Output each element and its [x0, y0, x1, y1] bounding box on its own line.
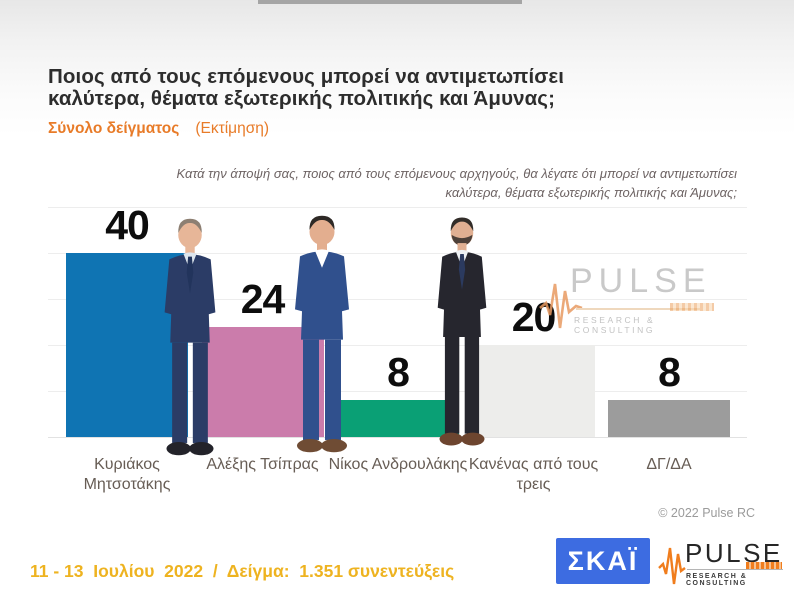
pulse-watermark: PULSE RESEARCH & CONSULTING [538, 262, 738, 335]
photo-androulakis [417, 213, 507, 450]
pulse-heartbeat-icon [658, 547, 686, 585]
question-note: Κατά την άποψή σας, ποιος από τους επόμε… [176, 166, 737, 200]
pulse-logo-stamp [746, 562, 782, 569]
skai-logo-text: ΣΚΑΪ [567, 545, 639, 576]
page-title: Ποιος από τους επόμενους μπορεί να αντιμ… [48, 65, 565, 110]
pulse-logo: PULSE RESEARCH & CONSULTING [658, 536, 788, 588]
gridline [48, 345, 747, 346]
bar-androulakis [337, 400, 459, 437]
gridline [48, 207, 747, 208]
value-label-androulakis: 8 [387, 349, 410, 396]
gridline [48, 437, 747, 438]
sample-label: Σύνολο δείγματος [48, 120, 180, 137]
photo-mitsotakis [143, 214, 237, 460]
bar-dk-na [608, 400, 730, 437]
bar-none-of-three [472, 345, 595, 437]
skai-logo: ΣΚΑΪ [556, 538, 650, 584]
axis-label-androulakis: Νίκος Ανδρουλάκης [328, 456, 468, 473]
gridline [48, 253, 747, 254]
axis-label-none-of-three: Κανένας από τους τρεις [468, 456, 599, 493]
estimate-label: (Εκτίμηση) [195, 120, 270, 137]
watermark-brand: PULSE [570, 262, 712, 300]
axis-label-dk-na: ΔΓ/ΔΑ [646, 456, 692, 473]
watermark-rule [576, 308, 700, 310]
pulse-heartbeat-icon [539, 283, 583, 329]
survey-info: 11 - 13 Ιουλίου 2022 / Δείγμα: 1.351 συν… [30, 561, 455, 581]
value-label-mitsotakis: 40 [105, 202, 150, 248]
pulse-logo-rule [687, 569, 783, 570]
value-label-dk-na: 8 [658, 349, 681, 396]
watermark-stamp [670, 303, 714, 311]
copyright: © 2022 Pulse RC [658, 506, 755, 520]
top-accent-bar [258, 0, 522, 4]
pulse-logo-tagline: RESEARCH & CONSULTING [686, 573, 748, 587]
axis-label-mitsotakis: Κυριάκος Μητσοτάκης [83, 456, 171, 493]
photo-tsipras [272, 211, 372, 457]
watermark-tagline: RESEARCH & CONSULTING [574, 315, 656, 335]
subtitle: Σύνολο δείγματος (Εκτίμηση) [48, 120, 269, 138]
value-label-tsipras: 24 [240, 275, 286, 322]
gridline [48, 391, 747, 392]
gridline [48, 299, 747, 300]
axis-label-tsipras: Αλέξης Τσίπρας [206, 456, 319, 473]
value-label-none-of-three: 20 [511, 294, 557, 340]
